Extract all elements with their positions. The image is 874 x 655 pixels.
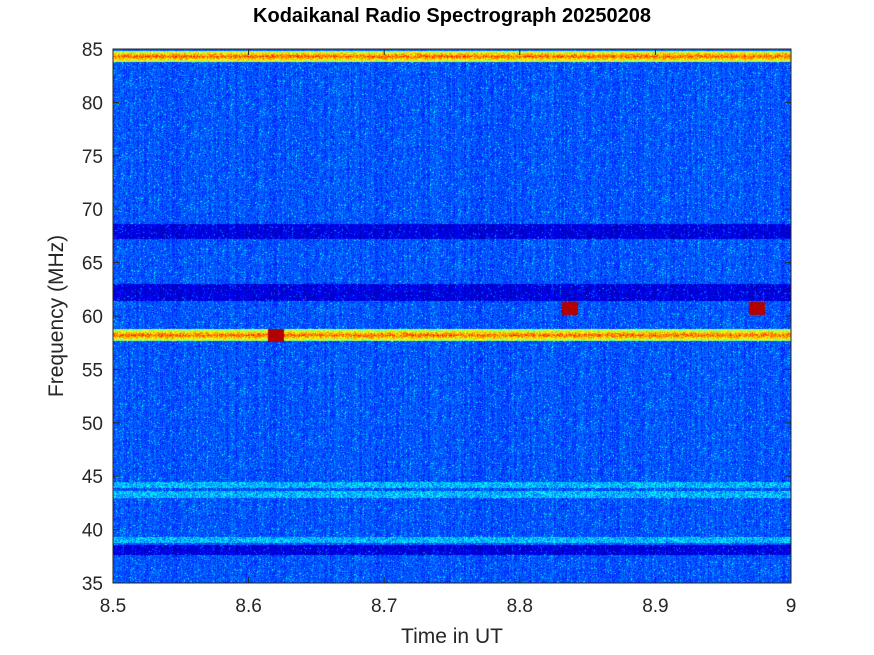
x-axis-ticks: 8.5 8.6 8.7 8.8 8.9 9 — [100, 49, 797, 617]
y-tick-label: 80 — [82, 93, 103, 114]
x-tick-label: 8.9 — [642, 596, 668, 617]
spectrogram-heatmap — [113, 49, 791, 583]
x-axis-label: Time in UT — [401, 625, 503, 648]
x-tick-label: 8.8 — [507, 596, 533, 617]
y-tick-label: 70 — [82, 200, 103, 221]
y-tick-label: 60 — [82, 307, 103, 328]
y-tick-label: 35 — [82, 574, 103, 595]
x-tick-label: 8.7 — [371, 596, 397, 617]
y-tick-label: 50 — [82, 414, 103, 435]
y-axis-label: Frequency (MHz) — [45, 235, 68, 397]
y-tick-label: 85 — [82, 40, 103, 61]
y-axis-ticks: 35 40 45 50 55 60 65 70 75 80 85 — [82, 40, 791, 595]
chart-title: Kodaikanal Radio Spectrograph 20250208 — [253, 5, 651, 27]
plot-area — [112, 48, 792, 584]
x-tick-label: 8.5 — [100, 596, 126, 617]
y-tick-label: 75 — [82, 147, 103, 168]
y-tick-label: 40 — [82, 521, 103, 542]
x-tick-label: 9 — [786, 596, 797, 617]
x-tick-label: 8.6 — [235, 596, 261, 617]
y-tick-label: 45 — [82, 467, 103, 488]
y-tick-label: 65 — [82, 254, 103, 275]
y-tick-label: 55 — [82, 360, 103, 381]
